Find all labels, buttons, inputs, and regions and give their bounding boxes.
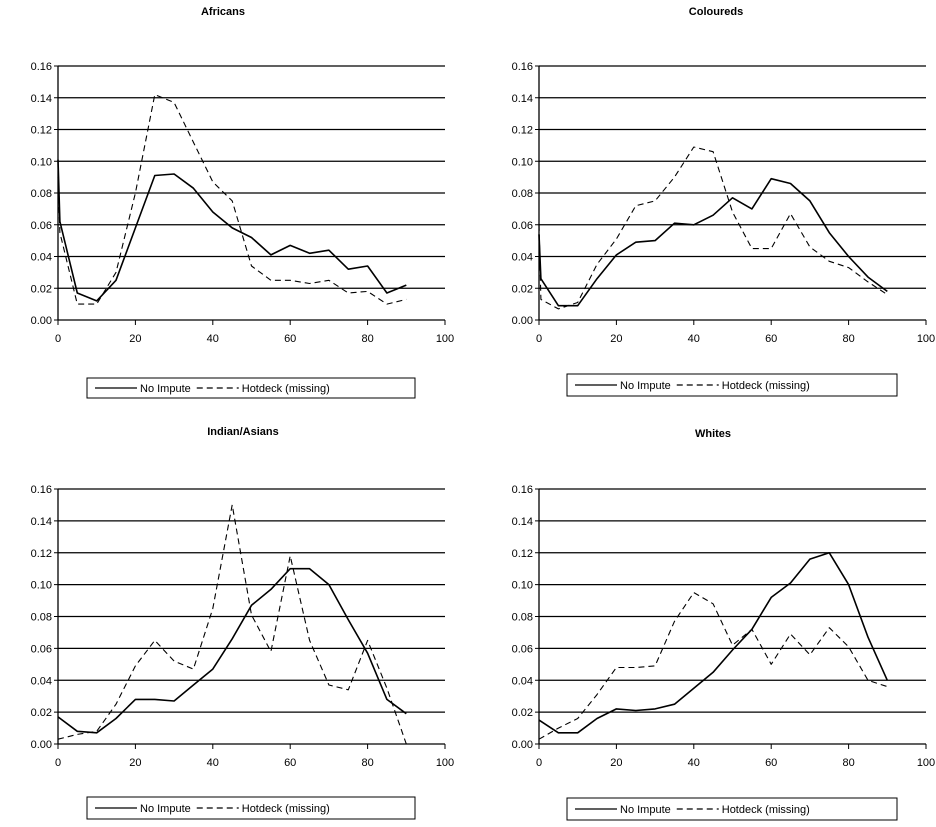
legend: No Impute Hotdeck (missing) (566, 797, 898, 821)
y-tick-label: 0.14 (31, 93, 52, 105)
legend-label: No Impute (140, 383, 191, 395)
y-tick-label: 0.16 (512, 61, 533, 73)
y-tick-label: 0.06 (31, 220, 52, 232)
series-line-hotdeck (538, 592, 888, 740)
y-tick-label: 0.08 (512, 612, 533, 624)
y-tick-label: 0.04 (512, 252, 533, 264)
x-tick-label: 60 (765, 333, 777, 345)
x-tick-label: 80 (842, 757, 854, 769)
x-tick-label: 0 (536, 333, 542, 345)
y-tick-label: 0.08 (512, 188, 533, 200)
y-tick-label: 0.10 (31, 156, 52, 168)
y-tick-label: 0.00 (31, 315, 52, 327)
x-tick-label: 0 (536, 757, 542, 769)
x-tick-label: 100 (436, 333, 454, 345)
x-tick-label: 40 (207, 757, 219, 769)
legend: No Impute Hotdeck (missing) (86, 377, 416, 399)
x-tick-label: 20 (129, 333, 141, 345)
series-line-no-impute (538, 551, 889, 734)
chart-title: Coloureds (689, 6, 743, 18)
legend-label: No Impute (140, 803, 191, 815)
y-tick-label: 0.12 (31, 125, 52, 137)
y-tick-label: 0.04 (31, 675, 52, 687)
x-tick-label: 0 (55, 333, 61, 345)
y-tick-label: 0.00 (512, 739, 533, 751)
legend-box (566, 797, 898, 821)
legend-label: Hotdeck (missing) (242, 803, 330, 815)
x-tick-label: 40 (688, 333, 700, 345)
x-tick-label: 60 (284, 333, 296, 345)
y-tick-label: 0.10 (512, 156, 533, 168)
y-tick-label: 0.02 (31, 707, 52, 719)
series-line-no-impute (57, 567, 407, 734)
x-tick-label: 60 (765, 757, 777, 769)
x-tick-label: 60 (284, 757, 296, 769)
legend-label: Hotdeck (missing) (242, 383, 330, 395)
legend-label: No Impute (620, 380, 671, 392)
y-tick-label: 0.08 (31, 188, 52, 200)
x-tick-label: 80 (361, 333, 373, 345)
x-tick-label: 80 (842, 333, 854, 345)
y-tick-label: 0.16 (31, 484, 52, 496)
y-tick-label: 0.00 (512, 315, 533, 327)
y-tick-label: 0.06 (512, 220, 533, 232)
x-tick-label: 100 (436, 757, 454, 769)
chart-title: Whites (695, 428, 731, 440)
x-tick-label: 20 (129, 757, 141, 769)
y-tick-label: 0.06 (31, 643, 52, 655)
y-tick-label: 0.16 (31, 61, 52, 73)
legend-box (86, 377, 416, 399)
x-tick-label: 80 (361, 757, 373, 769)
y-tick-label: 0.04 (512, 675, 533, 687)
series-line-no-impute (57, 159, 407, 302)
series-line-hotdeck (57, 94, 407, 305)
y-tick-label: 0.16 (512, 484, 533, 496)
legend-label: Hotdeck (missing) (722, 804, 810, 816)
y-tick-label: 0.02 (512, 707, 533, 719)
y-tick-label: 0.14 (31, 516, 52, 528)
y-tick-label: 0.12 (31, 548, 52, 560)
chart-panel-1: Africans 0.00 0.02 0.04 0.06 0.08 0.10 0.12 0.14… (31, 6, 454, 399)
y-tick-label: 0.04 (31, 252, 52, 264)
legend-box (566, 373, 898, 397)
x-tick-label: 40 (207, 333, 219, 345)
y-tick-label: 0.02 (512, 283, 533, 295)
legend: No Impute Hotdeck (missing) (86, 796, 416, 820)
y-tick-label: 0.02 (31, 283, 52, 295)
y-tick-label: 0.12 (512, 125, 533, 137)
y-tick-label: 0.00 (31, 739, 52, 751)
x-tick-label: 20 (610, 333, 622, 345)
y-tick-label: 0.14 (512, 93, 533, 105)
legend-label: No Impute (620, 804, 671, 816)
y-tick-label: 0.12 (512, 548, 533, 560)
series-line-hotdeck (57, 504, 407, 745)
chart-panel-2: Coloureds 0.00 0.02 0.04 0.06 0.08 0.10 0.12 0.1… (512, 6, 935, 397)
x-tick-label: 40 (688, 757, 700, 769)
chart-panel-3: Indian/Asians 0.00 0.02 0.04 0.06 0.08 0.10 0.1… (31, 426, 454, 820)
y-tick-label: 0.08 (31, 612, 52, 624)
x-tick-label: 100 (917, 757, 935, 769)
series-line-hotdeck (538, 146, 888, 310)
legend: No Impute Hotdeck (missing) (566, 373, 898, 397)
chart-title: Africans (201, 6, 245, 18)
chart-title: Indian/Asians (207, 426, 279, 438)
x-tick-label: 100 (917, 333, 935, 345)
y-tick-label: 0.10 (512, 580, 533, 592)
y-tick-label: 0.10 (31, 580, 52, 592)
x-tick-label: 0 (55, 757, 61, 769)
y-tick-label: 0.14 (512, 516, 533, 528)
y-tick-label: 0.06 (512, 643, 533, 655)
legend-box (86, 796, 416, 820)
chart-panel-4: Whites 0.00 0.02 0.04 0.06 0.08 0.10 0.12 0.14 0.… (512, 428, 935, 821)
series-line-no-impute (538, 177, 888, 307)
legend-label: Hotdeck (missing) (722, 380, 810, 392)
x-tick-label: 20 (610, 757, 622, 769)
